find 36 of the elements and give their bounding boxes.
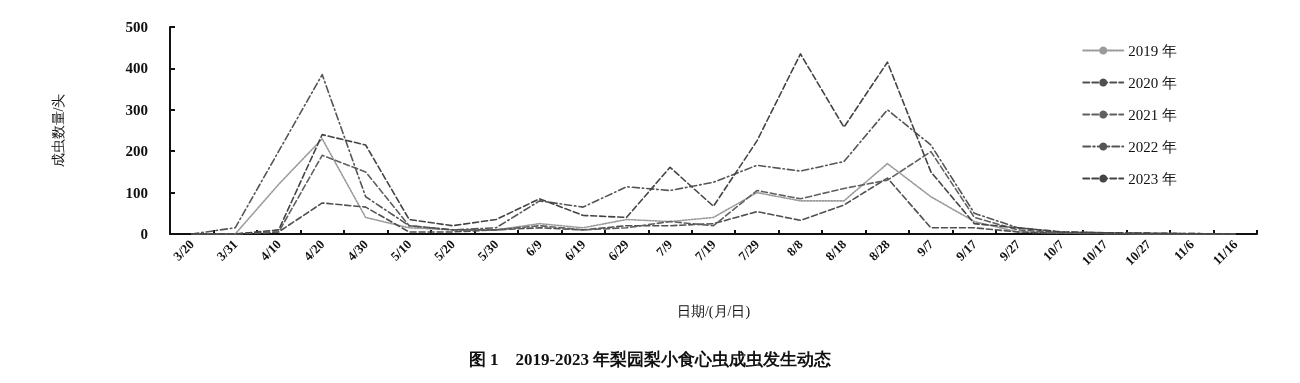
x-tick-label: 6/19 xyxy=(561,236,589,264)
x-tick-label: 4/10 xyxy=(257,236,284,264)
legend-label: 2021 年 xyxy=(1128,106,1177,123)
x-tick-label: 8/18 xyxy=(822,236,850,264)
y-tick-label: 100 xyxy=(125,184,148,201)
x-tick-label: 4/30 xyxy=(344,236,371,264)
y-axis-title: 成虫数量/头 xyxy=(50,93,66,168)
legend-label: 2022 年 xyxy=(1128,138,1177,155)
x-tick-label: 3/20 xyxy=(170,236,198,264)
x-tick-label: 9/17 xyxy=(952,236,981,264)
y-tick-label: 300 xyxy=(125,101,148,118)
x-tick-label: 5/10 xyxy=(387,236,415,264)
legend-label: 2019 年 xyxy=(1128,42,1177,59)
x-tick-label: 9/27 xyxy=(996,236,1024,264)
x-tick-label: 7/19 xyxy=(691,236,720,264)
x-tick-label: 3/31 xyxy=(213,236,241,264)
y-tick-label: 500 xyxy=(125,19,148,35)
x-tick-label: 5/20 xyxy=(430,236,458,264)
y-tick-label: 400 xyxy=(125,60,148,77)
x-tick-label: 11/6 xyxy=(1170,236,1198,264)
y-tick-label: 200 xyxy=(125,143,148,160)
x-tick-label: 8/8 xyxy=(783,236,807,260)
x-tick-label: 6/9 xyxy=(522,236,546,260)
x-tick-label: 4/20 xyxy=(300,236,328,264)
x-tick-label: 7/29 xyxy=(735,236,763,264)
x-tick-label: 6/29 xyxy=(604,236,633,264)
x-axis-title: 日期/(月/日) xyxy=(676,303,751,320)
legend-label: 2020 年 xyxy=(1128,74,1177,91)
x-tick-label: 8/28 xyxy=(865,236,894,264)
x-tick-label: 5/30 xyxy=(474,236,502,264)
x-tick-label: 9/7 xyxy=(913,236,937,260)
x-tick-label: 10/7 xyxy=(1039,236,1067,264)
y-tick-label: 0 xyxy=(140,226,148,242)
x-tick-label: 7/9 xyxy=(652,236,676,260)
text: 图 1 2019-2023 年梨园梨小食心虫成虫发生动态 xyxy=(468,350,832,369)
legend-label: 2023 年 xyxy=(1128,170,1177,187)
